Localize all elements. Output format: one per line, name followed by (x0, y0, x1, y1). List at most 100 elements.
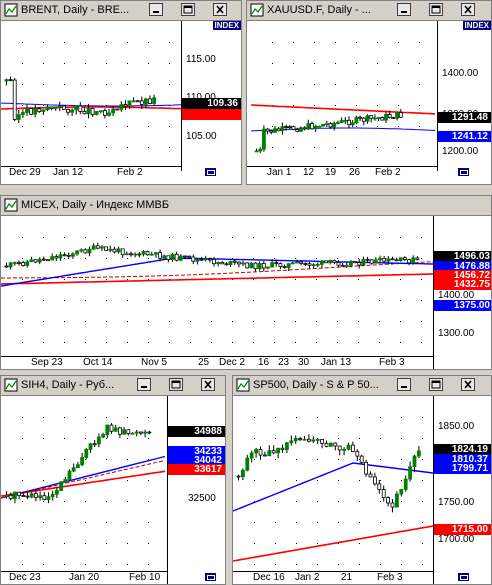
candle-body (299, 127, 303, 132)
candle-body (299, 261, 304, 264)
candle-body (315, 439, 320, 441)
grid-dot (314, 105, 315, 106)
title-bar[interactable]: MICEX, Daily - Индекс ММВБ (1, 196, 491, 216)
close-button[interactable] (461, 3, 475, 16)
time-axis[interactable]: Dec 29 Jan 12 Feb 2 (1, 166, 181, 179)
maximize-button[interactable] (169, 378, 183, 391)
grid-dot (422, 501, 423, 502)
minimize-button[interactable] (149, 3, 163, 16)
price-scale[interactable]: 1850.00 1824.19 1810.37 1799.71 1750.00 … (433, 396, 491, 584)
title-bar[interactable]: BRENT, Daily - BRE... (1, 1, 241, 21)
title-bar[interactable]: XAUUSD.F, Daily - ... (247, 1, 491, 21)
grid-dot (127, 417, 128, 418)
grid-dot (419, 84, 420, 85)
grid-dot (254, 459, 255, 460)
scroll-to-end-button[interactable] (457, 167, 470, 177)
grid-dot (422, 564, 423, 565)
chart-window-xauusd[interactable]: XAUUSD.F, Daily - ... INDEX 1400.00 1300… (246, 0, 492, 185)
price-scale[interactable]: INDEX 1400.00 1300.00 1200.00 1291.48 12… (437, 21, 491, 171)
time-axis[interactable]: Dec 16 Jan 2 21 Feb 3 (233, 571, 433, 584)
minimize-button[interactable] (137, 378, 151, 391)
chart-window-icon (4, 198, 18, 212)
grid-dot (314, 63, 315, 64)
grid-dot (359, 480, 360, 481)
scroll-to-end-button[interactable] (204, 572, 217, 582)
candle-body (289, 440, 294, 444)
grid-dot (22, 480, 23, 481)
time-axis[interactable]: Jan 1 12 19 26 Feb 2 (247, 166, 437, 179)
scroll-to-end-button[interactable] (204, 167, 217, 177)
time-axis[interactable]: Dec 23 Jan 20 Feb 10 (1, 571, 167, 584)
chart-window-brent[interactable]: BRENT, Daily - BRE... INDEX 115.00 110.0… (0, 0, 242, 185)
scroll-to-end-button[interactable] (457, 572, 470, 582)
grid-dot (338, 543, 339, 544)
grid-dot (275, 480, 276, 481)
maximize-button[interactable] (181, 3, 195, 16)
time-axis-label: Jan 1 (267, 167, 292, 178)
minimize-button[interactable] (397, 378, 411, 391)
candle-body (311, 264, 316, 267)
candle-body (12, 79, 17, 120)
grid-dot (275, 438, 276, 439)
candle-body (17, 262, 21, 264)
grid-dot (400, 342, 401, 343)
grid-dot (169, 42, 170, 43)
close-button[interactable] (213, 3, 227, 16)
close-icon (204, 380, 212, 389)
time-axis-label: Dec 29 (9, 167, 41, 178)
candle-body (4, 79, 9, 82)
price-chart[interactable] (251, 21, 437, 166)
maximize-button[interactable] (429, 3, 443, 16)
title-bar[interactable]: SP500, Daily - S & P 50... (233, 376, 491, 396)
moving-average-line (1, 102, 181, 107)
grid-dot (22, 501, 23, 502)
close-button[interactable] (201, 378, 215, 391)
candle-body (336, 122, 340, 124)
grid-dot (64, 543, 65, 544)
maximize-button[interactable] (429, 378, 443, 391)
chart-window-sp500[interactable]: SP500, Daily - S & P 50... 1850.00 1824.… (232, 375, 492, 585)
grid-dot (293, 147, 294, 148)
grid-dot (379, 321, 380, 322)
grid-dot (419, 105, 420, 106)
candle-body (49, 106, 54, 109)
price-scale[interactable]: INDEX 115.00 110.00 105.00 109.36 (181, 21, 241, 171)
grid-dot (43, 42, 44, 43)
grid-dot (64, 279, 65, 280)
grid-dot (253, 321, 254, 322)
ma-price-tag (182, 109, 241, 120)
grid-dot (379, 342, 380, 343)
grid-dot (359, 459, 360, 460)
grid-dot (272, 126, 273, 127)
close-button[interactable] (461, 378, 475, 391)
price-chart[interactable] (1, 396, 167, 571)
grid-dot (274, 258, 275, 259)
time-axis-label: 16 (258, 357, 270, 368)
price-chart[interactable] (1, 21, 181, 166)
grid-dot (359, 417, 360, 418)
title-bar[interactable]: SIH4, Daily - Руб... (1, 376, 225, 396)
minimize-button[interactable] (397, 3, 411, 16)
candle-body (333, 442, 338, 447)
price-scale[interactable]: 1496.03 1476.88 1456.72 1432.75 1400.00 … (433, 216, 491, 369)
price-scale[interactable]: 34988 34233 34042 33617 32500 (167, 396, 225, 584)
candle-body (319, 260, 324, 265)
time-axis[interactable]: Sep 23 Oct 14 Nov 5 25 Dec 2 16 23 30 Ja… (1, 356, 433, 369)
candle-body (240, 469, 245, 478)
candle-body (137, 253, 142, 256)
grid-dot (64, 522, 65, 523)
candle-body (290, 262, 295, 265)
candle-body (372, 476, 377, 485)
price-chart[interactable] (1, 216, 433, 356)
candle-body (387, 114, 392, 118)
price-chart[interactable] (233, 396, 433, 571)
chart-window-sih4[interactable]: SIH4, Daily - Руб... 34988 34233 34042 3… (0, 375, 226, 585)
grid-dot (275, 564, 276, 565)
candle-body (311, 439, 316, 442)
grid-dot (106, 501, 107, 502)
grid-dot (22, 300, 23, 301)
chart-window-micex[interactable]: MICEX, Daily - Индекс ММВБ 1496.03 1476.… (0, 195, 492, 370)
grid-dot (398, 84, 399, 85)
grid-dot (335, 84, 336, 85)
grid-dot (43, 564, 44, 565)
